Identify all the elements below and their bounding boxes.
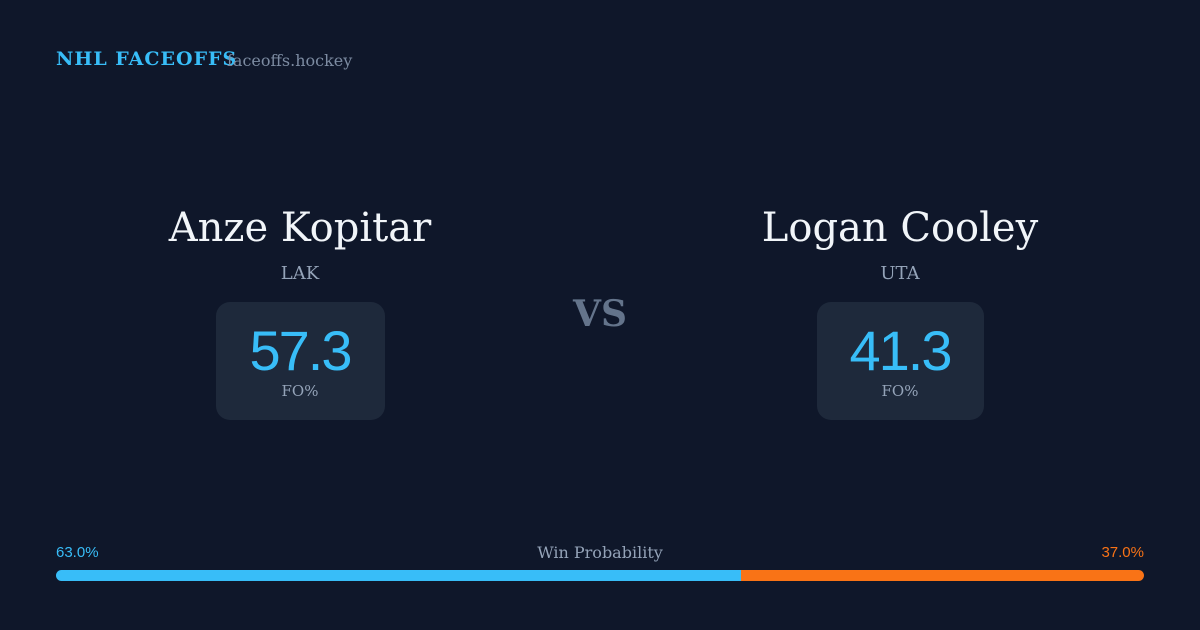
vs-label: VS (573, 293, 627, 335)
away-prob-segment (741, 570, 1144, 581)
win-prob-bar (56, 570, 1144, 581)
win-prob-title: Win Probability (537, 543, 663, 562)
home-prob-segment (56, 570, 742, 581)
brand-title: NHL FACEOFFS (56, 48, 238, 70)
stat-card (216, 302, 385, 420)
player-name: Anze Kopitar (168, 205, 432, 251)
home-prob-label: 63.0% (56, 544, 99, 561)
away-prob-label: 37.0% (1101, 544, 1144, 561)
fo-label: FO% (281, 382, 319, 400)
fo-label: FO% (881, 382, 919, 400)
player-team: LAK (280, 263, 320, 284)
player-team: UTA (880, 263, 920, 284)
player-name: Logan Cooley (761, 205, 1039, 251)
stat-card (817, 302, 984, 420)
site-url: faceoffs.hockey (227, 51, 353, 70)
fo-pct: 57.3 (249, 319, 353, 382)
fo-pct: 41.3 (849, 319, 953, 382)
